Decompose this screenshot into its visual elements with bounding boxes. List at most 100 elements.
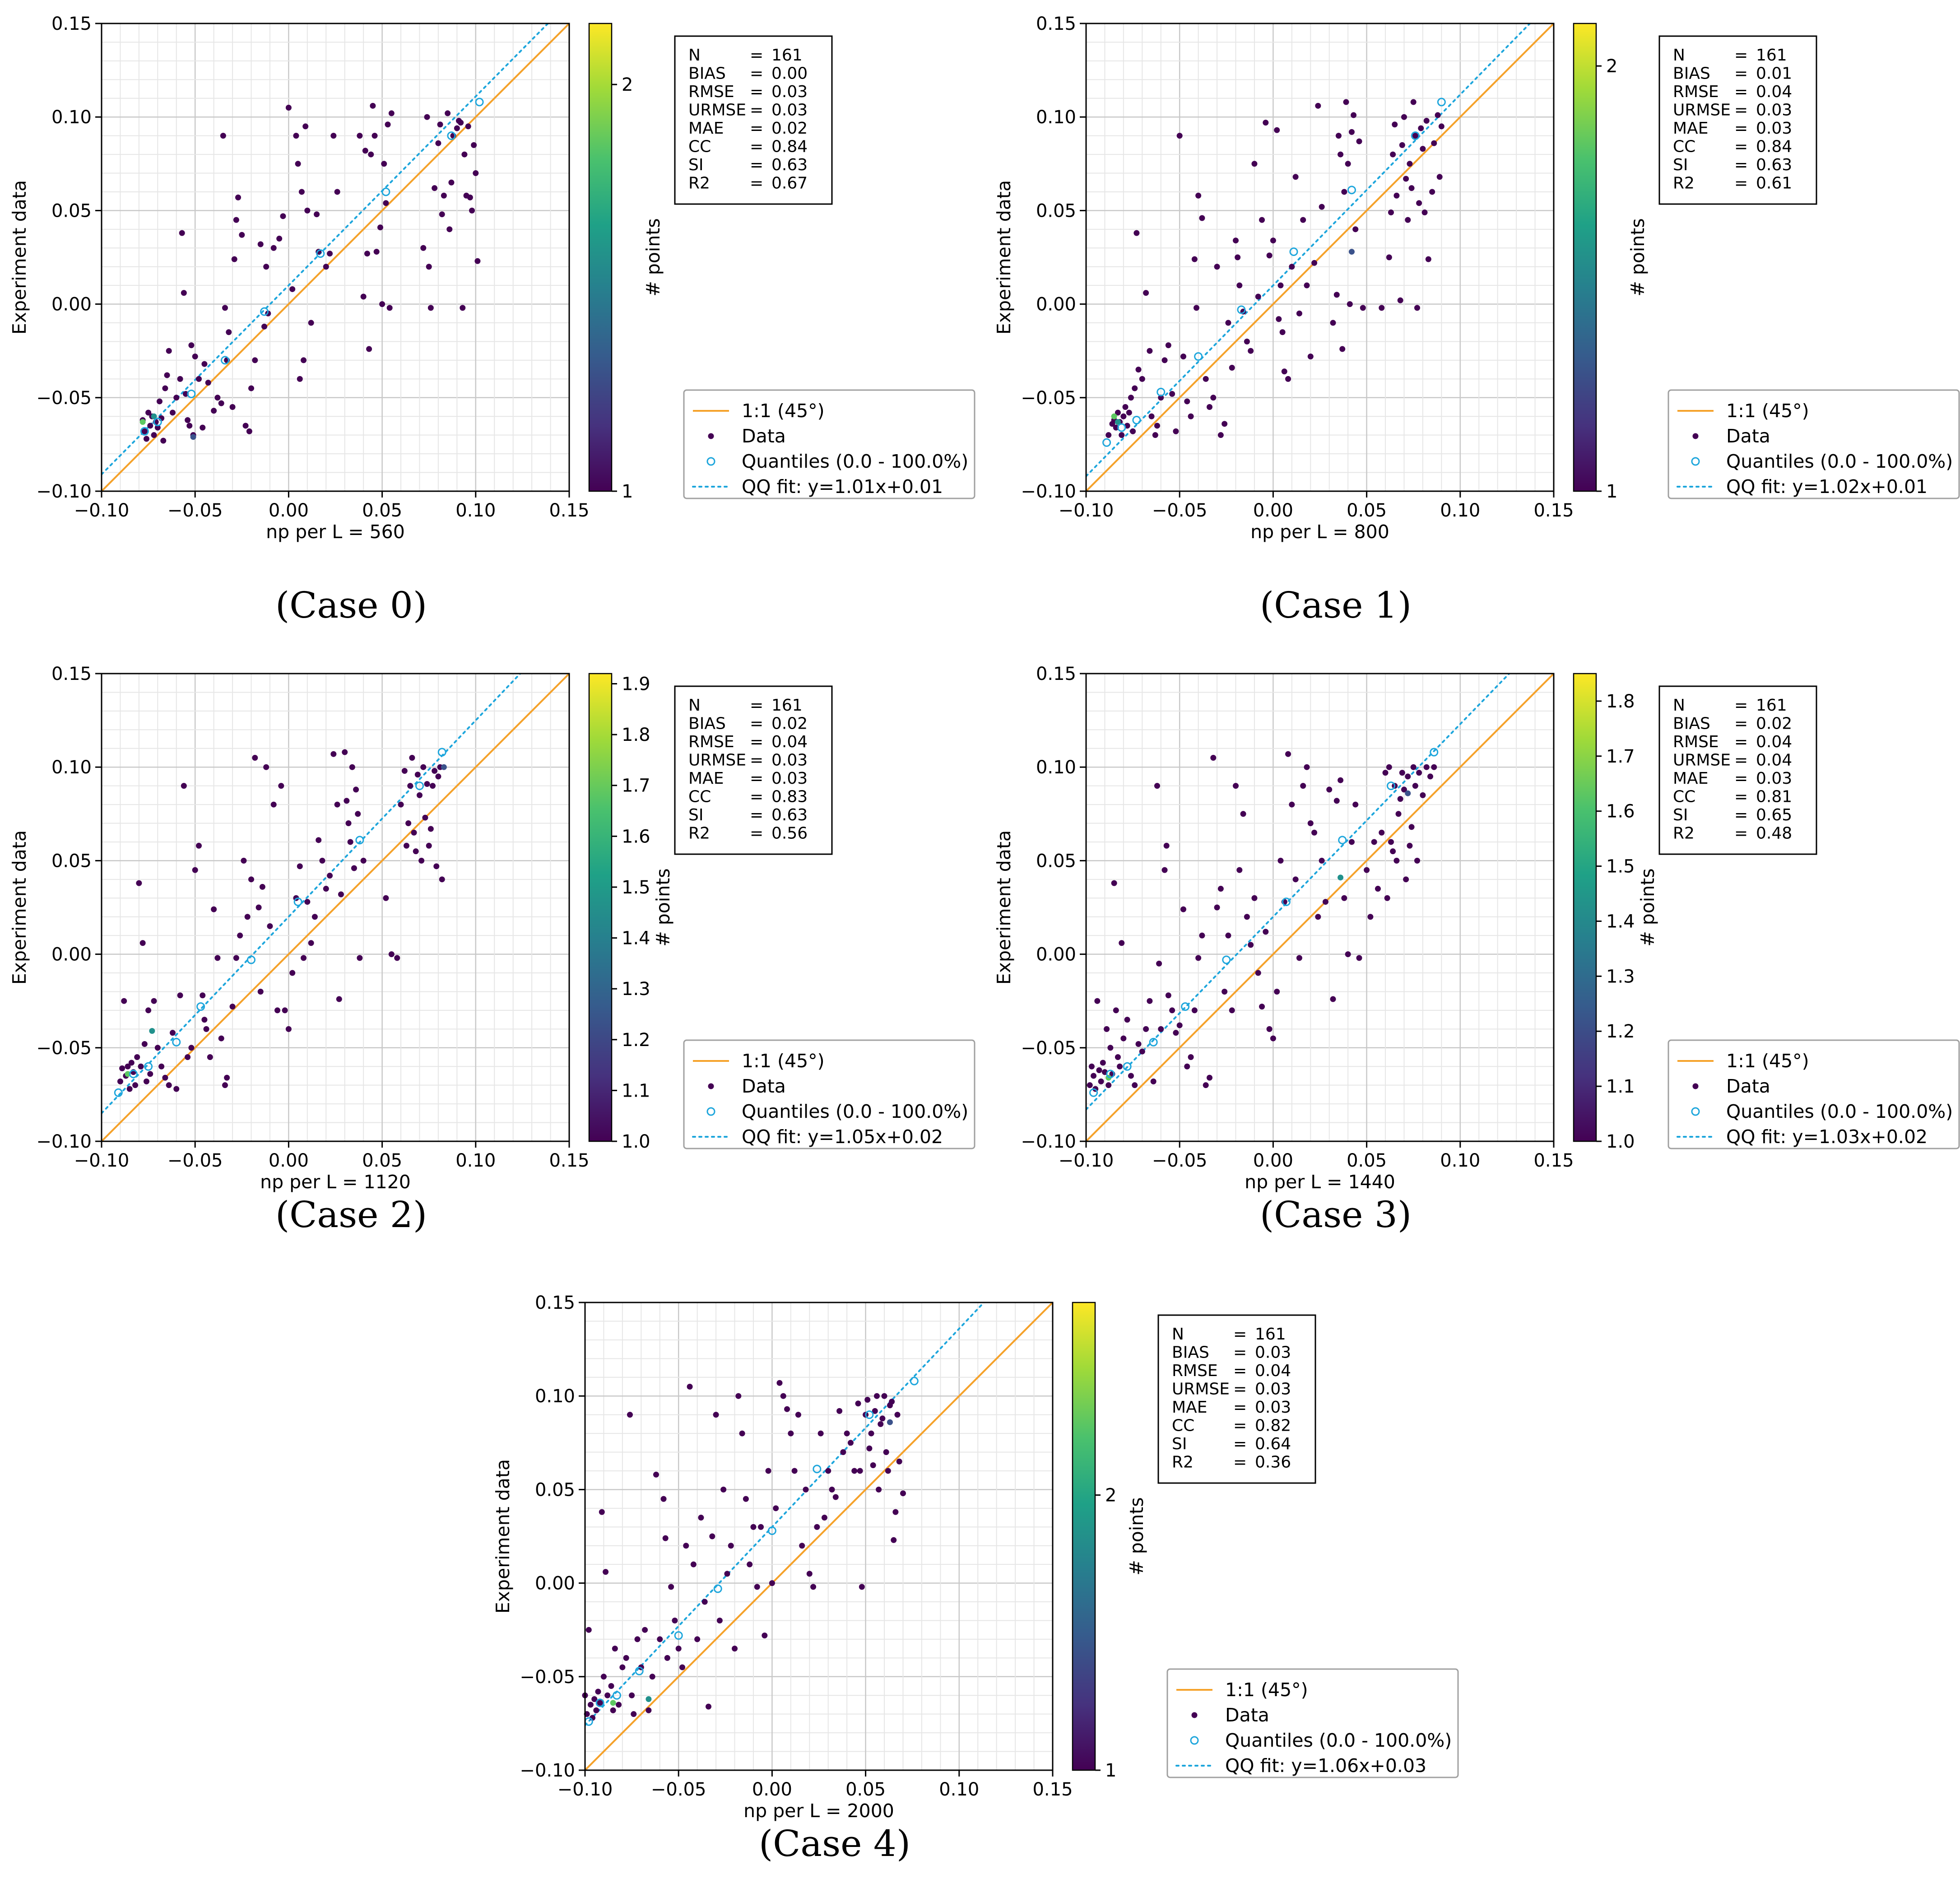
data-point (1392, 121, 1398, 128)
colorbar: 1 2 # points (1072, 1302, 1147, 1781)
data-point (1399, 142, 1405, 148)
data-point (881, 1393, 887, 1399)
data-point (750, 1524, 757, 1530)
stat-equals: = (1233, 1362, 1247, 1380)
data-point (211, 408, 217, 414)
chart-panel-2: −0.10 −0.05 0.00 0.05 0.10 0.15 −0.10 −0.05 0.00… (9, 664, 975, 1236)
data-point (1304, 282, 1310, 288)
data-point (297, 863, 303, 870)
data-point (229, 1004, 236, 1010)
stat-value: 0.63 (1756, 156, 1792, 174)
stat-value: 0.56 (771, 824, 808, 843)
data-point (134, 1054, 140, 1060)
data-point (1120, 1035, 1127, 1042)
data-point (1356, 955, 1362, 961)
data-point (465, 123, 471, 130)
data-point (629, 1692, 635, 1698)
data-point (424, 114, 430, 120)
data-point (160, 437, 167, 444)
stat-value: 0.82 (1255, 1417, 1291, 1435)
colorbar-tick-label: 1.5 (1606, 856, 1635, 877)
data-point (207, 1054, 213, 1060)
data-point (591, 1696, 598, 1702)
data-point (762, 1632, 768, 1639)
data-point (422, 814, 428, 821)
data-point (1300, 783, 1306, 789)
data-point (868, 1430, 874, 1437)
stat-key: BIAS (1172, 1344, 1209, 1362)
data-point (441, 192, 447, 199)
colorbar-label: # points (642, 218, 664, 296)
stat-value: 0.03 (771, 769, 808, 788)
x-tick-label: 0.05 (362, 500, 402, 521)
colorbar: 1 2 # points (588, 23, 664, 502)
data-point (1236, 282, 1243, 288)
quantile-marker (595, 1698, 604, 1707)
data-point (1408, 824, 1415, 830)
case-caption: (Case 1) (1260, 584, 1412, 626)
data-point (327, 251, 333, 257)
stat-value: 161 (1756, 46, 1787, 65)
quantile-marker (713, 1584, 722, 1593)
data-point (1233, 783, 1239, 789)
y-tick-label: −0.10 (1021, 1131, 1076, 1152)
data-point (672, 1617, 678, 1623)
data-point (388, 951, 395, 958)
data-point (278, 783, 284, 789)
y-axis-label: Experiment data (993, 830, 1015, 985)
data-point (1429, 189, 1435, 195)
data-point (1188, 1054, 1194, 1060)
quantile-markers (114, 748, 446, 1097)
data-point (1386, 764, 1392, 770)
stat-equals: = (750, 46, 763, 65)
data-point (1210, 395, 1217, 401)
colorbar-label: # points (652, 868, 674, 946)
data-point (138, 1063, 144, 1070)
data-point (784, 1406, 790, 1412)
data-point (1158, 395, 1164, 401)
data-point (231, 256, 237, 262)
quantile-marker (187, 390, 196, 399)
data-point (1330, 320, 1336, 326)
data-point (634, 1636, 641, 1642)
data-point (403, 842, 409, 849)
data-point (351, 865, 357, 871)
data-points (117, 749, 447, 1092)
data-point (1240, 811, 1246, 817)
x-tick-label: −0.10 (74, 1150, 130, 1171)
stat-value: 161 (771, 46, 803, 65)
stat-value: 0.81 (1756, 788, 1792, 806)
chart-panel-1: −0.10 −0.05 0.00 0.05 0.10 0.15 −0.10 −0.05 0.00… (993, 14, 1960, 626)
data-point (467, 194, 473, 200)
legend-label: Quantiles (0.0 - 100.0%) (742, 451, 968, 472)
stat-value: 0.67 (771, 174, 808, 193)
x-tick-label: 0.00 (1253, 1150, 1293, 1171)
data-point (1333, 292, 1340, 298)
stat-key: BIAS (688, 65, 726, 83)
stats-box-frame (1157, 1314, 1316, 1484)
data-point (1379, 829, 1385, 836)
y-tick-label: −0.05 (520, 1667, 575, 1688)
data-point (1412, 133, 1418, 139)
data-point (791, 1468, 798, 1474)
data-point (690, 1561, 697, 1567)
quantile-marker (247, 955, 256, 964)
quantile-marker (865, 1410, 874, 1419)
data-point (1173, 428, 1179, 434)
data-point (1277, 857, 1284, 864)
data-point (1386, 254, 1392, 260)
stat-key: RMSE (688, 733, 734, 751)
data-point (1111, 880, 1117, 886)
data-point (414, 772, 421, 778)
y-tick-label: 0.00 (51, 944, 92, 965)
axis-ticks: −0.10 −0.05 0.00 0.05 0.10 0.15 −0.10 −0.05 0.00… (520, 1293, 1073, 1800)
data-point (1326, 786, 1333, 793)
data-point (698, 1515, 704, 1521)
stat-key: SI (1673, 806, 1688, 824)
colorbar-tick-label: 1 (1606, 481, 1617, 502)
data-point (154, 1045, 161, 1051)
stat-value: 161 (1255, 1325, 1286, 1344)
